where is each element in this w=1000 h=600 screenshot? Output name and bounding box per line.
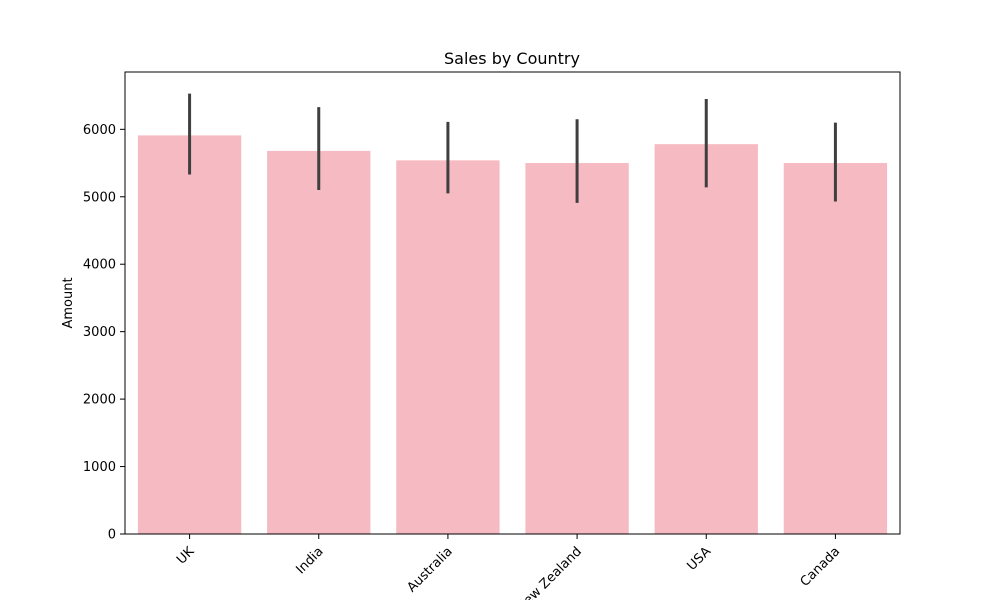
bar-canada xyxy=(783,163,888,535)
bars-group xyxy=(137,135,888,535)
y-tick-label: 2000 xyxy=(83,393,116,408)
x-tick-label: Australia xyxy=(404,544,455,595)
x-axis: UK India Australia New Zealand USA Canada xyxy=(174,534,843,600)
bar-new-zealand xyxy=(525,163,629,535)
y-axis: 0 1000 2000 3000 4000 5000 6000 xyxy=(83,123,125,543)
y-tick-label: 4000 xyxy=(83,258,116,273)
y-tick-label: 1000 xyxy=(83,460,116,475)
y-tick-label: 3000 xyxy=(83,325,116,340)
x-tick-label: India xyxy=(293,544,326,577)
error-bars-group xyxy=(188,93,837,203)
y-axis-label: Amount xyxy=(61,277,76,328)
x-tick-label: Canada xyxy=(798,544,844,590)
bar-usa xyxy=(654,144,758,534)
bar-india xyxy=(267,150,371,534)
bar-australia xyxy=(396,160,500,535)
y-tick-label: 6000 xyxy=(83,123,116,138)
y-tick-label: 5000 xyxy=(83,190,116,205)
x-tick-label: New Zealand xyxy=(514,544,585,600)
y-tick-label: 0 xyxy=(108,528,116,543)
x-tick-label: USA xyxy=(684,544,714,574)
bar-uk xyxy=(137,135,242,534)
chart-title: Sales by Country xyxy=(444,49,580,68)
plot-frame xyxy=(124,71,901,535)
x-tick-label: UK xyxy=(174,544,198,568)
